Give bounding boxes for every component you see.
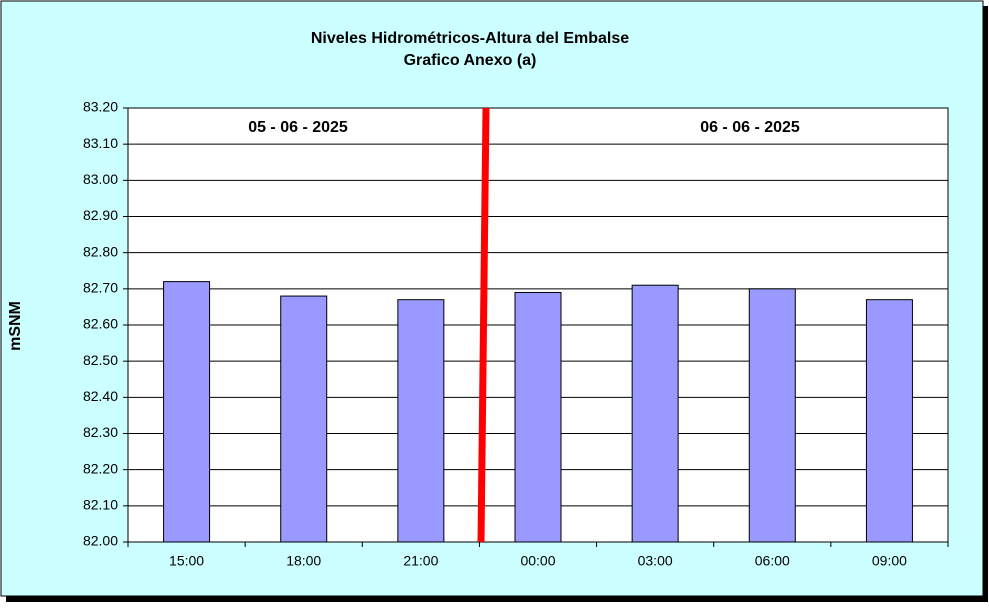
y-tick-label: 82.70 (83, 280, 118, 296)
x-tick-label: 09:00 (872, 553, 907, 569)
annotation: 05 - 06 - 2025 (248, 119, 348, 136)
y-tick-label: 82.30 (83, 424, 118, 440)
annotation: 06 - 06 - 2025 (700, 119, 800, 136)
y-tick-label: 82.90 (83, 207, 118, 223)
x-tick-label: 18:00 (286, 553, 321, 569)
y-tick-label: 82.20 (83, 460, 118, 476)
chart-title: Niveles Hidrométricos-Altura del Embalse (311, 30, 629, 47)
y-tick-label: 83.00 (83, 171, 118, 187)
y-tick-label: 82.80 (83, 243, 118, 259)
bar (163, 281, 211, 543)
y-tick-label: 82.60 (83, 316, 118, 332)
bar (631, 284, 679, 543)
x-tick-label: 21:00 (403, 553, 438, 569)
x-tick-label: 00:00 (520, 553, 555, 569)
y-tick-label: 82.10 (83, 497, 118, 513)
y-tick-label: 82.00 (83, 533, 118, 549)
day-separator (477, 107, 490, 543)
x-tick-label: 06:00 (755, 553, 790, 569)
y-tick-label: 82.50 (83, 352, 118, 368)
y-tick-label: 83.10 (83, 135, 118, 151)
bar (514, 291, 562, 543)
y-tick-label: 83.20 (83, 99, 118, 115)
bar (397, 299, 445, 543)
x-tick-label: 15:00 (169, 553, 204, 569)
y-axis-label: mSNM (7, 301, 24, 351)
bar (865, 299, 913, 543)
y-tick-label: 82.40 (83, 388, 118, 404)
bar (748, 288, 796, 543)
chart-subtitle: Grafico Anexo (a) (404, 52, 537, 69)
bar (280, 295, 328, 543)
x-tick-label: 03:00 (638, 553, 673, 569)
